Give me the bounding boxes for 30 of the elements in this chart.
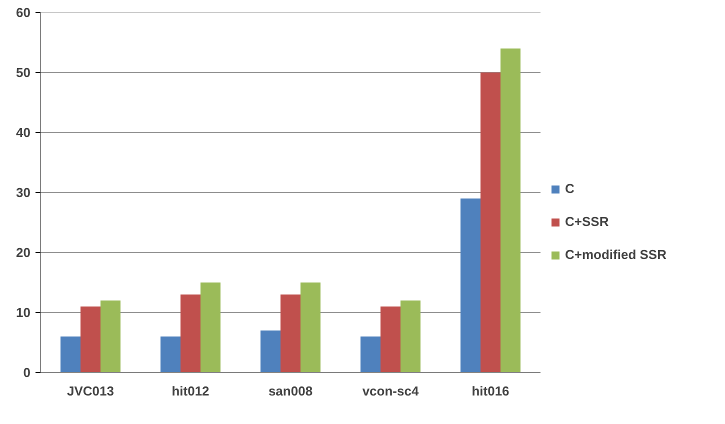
bar	[360, 336, 380, 372]
y-tick-label: 40	[16, 125, 31, 140]
y-tick-label: 60	[16, 5, 31, 20]
y-tick-label: 0	[23, 365, 31, 380]
bar	[460, 198, 480, 372]
x-tick-label: hit012	[172, 384, 210, 398]
bar	[500, 48, 520, 372]
bar	[280, 294, 300, 372]
legend-label: C	[565, 181, 576, 196]
bar	[260, 330, 280, 372]
bar	[480, 72, 500, 372]
y-tick-label: 20	[16, 245, 31, 260]
x-tick-label: vcon-sc4	[362, 384, 420, 398]
y-tick-label: 50	[16, 65, 31, 80]
bar	[200, 282, 220, 372]
x-tick-label: hit016	[472, 384, 510, 398]
legend-label: C+modified SSR	[565, 247, 666, 262]
x-tick-label: san008	[268, 384, 313, 398]
bar	[180, 294, 200, 372]
bar	[300, 282, 320, 372]
bar	[100, 300, 120, 372]
y-tick-label: 10	[16, 305, 31, 320]
bar	[80, 306, 100, 372]
bar	[160, 336, 180, 372]
bar	[400, 300, 420, 372]
y-tick-label: 30	[16, 185, 31, 200]
bar	[380, 306, 400, 372]
bar	[60, 336, 80, 372]
x-tick-label: JVC013	[67, 384, 114, 398]
legend-label: C+SSR	[565, 214, 609, 229]
